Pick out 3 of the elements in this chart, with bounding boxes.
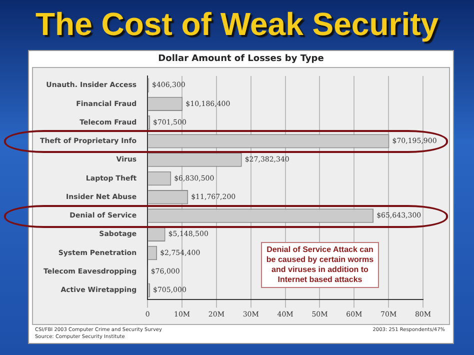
chart-subtitle: Dollar Amount of Losses by Type — [157, 54, 325, 64]
annotation: Denial of Service Attack can be caused by certain worms and viruses in addition to Internet based attacks — [261, 242, 379, 288]
chart-title: The Cost of Weak Security — [34, 6, 440, 43]
